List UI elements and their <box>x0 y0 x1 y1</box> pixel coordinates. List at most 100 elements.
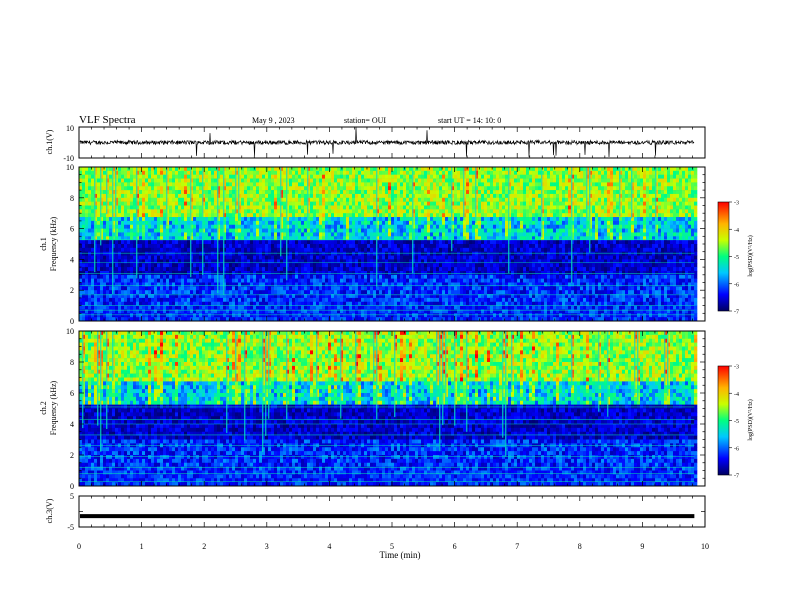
spectrogram-cell <box>421 193 425 199</box>
spectrogram-cell <box>274 193 278 199</box>
spectrogram-cell <box>430 267 434 272</box>
spectrogram-cell <box>118 290 122 295</box>
spectrogram-cell <box>433 182 437 187</box>
spectrogram-cell <box>370 186 374 191</box>
spectrogram-cell <box>340 282 344 287</box>
spectrogram-cell <box>415 247 419 252</box>
spectrogram-cell <box>244 294 248 299</box>
spectrogram-cell <box>121 278 125 283</box>
spectrogram-cell <box>178 232 182 237</box>
spectrogram-cell <box>388 236 392 241</box>
spectrogram-cell <box>388 170 392 175</box>
spectrogram-cell <box>289 305 293 310</box>
spectrogram-cell <box>214 186 218 191</box>
spectrogram-cell <box>214 297 218 303</box>
spectrogram-cell <box>187 209 191 214</box>
spectrogram-cell <box>388 182 392 187</box>
spectrogram-cell <box>202 228 206 233</box>
spectrogram-cell <box>82 224 86 229</box>
spectrogram-cell <box>166 309 170 314</box>
spectrogram-cell <box>400 193 404 199</box>
spectrogram-cell <box>232 228 236 233</box>
spectrogram-cell <box>220 278 224 283</box>
spectrogram-cell <box>82 213 86 218</box>
spectrogram-cell <box>202 205 206 210</box>
spectrogram-cell <box>97 170 101 175</box>
spectrogram-cell <box>361 313 365 318</box>
spectrogram-cell <box>130 170 134 175</box>
spectrogram-cell <box>166 170 170 175</box>
spectrogram-cell <box>403 267 407 272</box>
spectrogram-cell <box>361 174 365 179</box>
spectrogram-cell <box>115 297 119 303</box>
spectrogram-cell <box>379 174 383 179</box>
spectrogram-cell <box>292 174 296 179</box>
spectrogram-cell <box>274 244 278 249</box>
spectrogram-cell <box>127 317 131 322</box>
spectrogram-cell <box>292 305 296 310</box>
spectrogram-cell <box>91 232 95 237</box>
spectrogram-cell <box>352 186 356 191</box>
spectrogram-cell <box>430 290 434 295</box>
spectrogram-cell <box>292 220 296 226</box>
spectrogram-cell <box>145 167 149 172</box>
spectrogram-cell <box>382 267 386 272</box>
spectrogram-cell <box>88 259 92 264</box>
spectrogram-cell <box>412 294 416 299</box>
spectrogram-cell <box>430 232 434 237</box>
spectrogram-cell <box>244 278 248 283</box>
spectrogram-cell <box>346 174 350 179</box>
spectrogram-cell <box>163 240 167 245</box>
spectrogram-cell <box>124 201 128 206</box>
spectrogram-cell <box>301 205 305 210</box>
spectrogram-cell <box>274 236 278 241</box>
spectrogram-cell <box>346 193 350 199</box>
spectrogram-cell <box>430 209 434 214</box>
spectrogram-cell <box>283 297 287 303</box>
spectrogram-cell <box>406 209 410 214</box>
spectrogram-cell <box>145 190 149 195</box>
spectrogram-cell <box>106 182 110 187</box>
spectrogram-cell <box>337 190 341 195</box>
spectrogram-cell <box>154 247 158 252</box>
spectrogram-cell <box>226 259 230 264</box>
spectrogram-cell <box>277 286 281 291</box>
spectrogram-cell <box>217 205 221 210</box>
spectrogram-cell <box>253 167 257 172</box>
spectrogram-cell <box>436 286 440 291</box>
spectrogram-cell <box>91 201 95 206</box>
spectrogram-cell <box>145 217 149 222</box>
spectrogram-cell <box>298 193 302 199</box>
spectrogram-cell <box>94 313 98 318</box>
spectrogram-cell <box>256 167 260 172</box>
spectrogram-cell <box>424 236 428 241</box>
spectrogram-cell <box>373 294 377 299</box>
spectrogram-cell <box>190 182 194 187</box>
spectrogram-cell <box>223 201 227 206</box>
spectrogram-cell <box>244 190 248 195</box>
spectrogram-cell <box>418 224 422 229</box>
spectrogram-cell <box>190 224 194 229</box>
spectrogram-cell <box>181 240 185 245</box>
spectrogram-cell <box>388 255 392 260</box>
spectrogram-cell <box>124 236 128 241</box>
spectrogram-cell <box>79 263 83 268</box>
spectrogram-cell <box>262 244 266 249</box>
spectrogram-cell <box>220 290 224 295</box>
spectrogram-cell <box>169 236 173 241</box>
spectrogram-cell <box>346 224 350 229</box>
spectrogram-cell <box>148 224 152 229</box>
spectrogram-cell <box>283 193 287 199</box>
spectrogram-cell <box>325 174 329 179</box>
spectrogram-cell <box>364 224 368 229</box>
spectrogram-cell <box>85 220 89 226</box>
spectrogram-cell <box>295 278 299 283</box>
spectrogram-cell <box>202 255 206 260</box>
spectrogram-cell <box>265 197 269 202</box>
spectrogram-cell <box>379 236 383 241</box>
spectrogram-cell <box>409 240 413 245</box>
spectrogram-cell <box>439 182 443 187</box>
spectrogram-cell <box>379 294 383 299</box>
spectrogram-cell <box>415 193 419 199</box>
spectrogram-cell <box>322 201 326 206</box>
